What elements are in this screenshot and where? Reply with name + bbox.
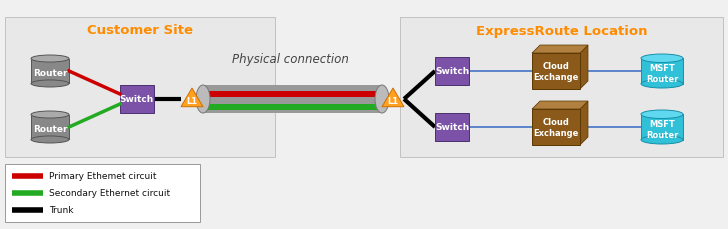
Ellipse shape [31, 112, 69, 119]
Bar [31, 59, 69, 84]
Bar [532, 54, 580, 90]
Text: Cloud
Exchange: Cloud Exchange [534, 62, 579, 81]
Polygon shape [580, 46, 588, 90]
Text: Secondary Ethernet circuit: Secondary Ethernet circuit [49, 189, 170, 198]
Text: Cloud
Exchange: Cloud Exchange [534, 118, 579, 137]
Polygon shape [532, 46, 588, 54]
Bar [203, 105, 382, 111]
Bar [5, 18, 275, 157]
Polygon shape [382, 89, 404, 107]
Bar [120, 86, 154, 114]
Bar [435, 114, 469, 141]
Ellipse shape [641, 55, 683, 63]
Text: Router: Router [33, 69, 67, 78]
Ellipse shape [31, 81, 69, 88]
Text: Trunk: Trunk [49, 206, 74, 215]
Text: MSFT
Router: MSFT Router [646, 64, 678, 83]
Bar [31, 115, 69, 140]
Text: MSFT
Router: MSFT Router [646, 120, 678, 139]
Text: Switch: Switch [120, 95, 154, 104]
Bar [203, 92, 382, 98]
Text: Physical connection: Physical connection [232, 53, 349, 66]
Text: Primary Ethemet circuit: Primary Ethemet circuit [49, 172, 157, 181]
Ellipse shape [641, 80, 683, 89]
Bar [203, 86, 382, 114]
Bar [641, 59, 683, 84]
Bar [641, 115, 683, 140]
Text: L1: L1 [387, 96, 398, 105]
Ellipse shape [641, 136, 683, 144]
Ellipse shape [196, 86, 210, 114]
Ellipse shape [641, 111, 683, 119]
Bar [435, 58, 469, 86]
Ellipse shape [31, 136, 69, 143]
Text: Switch: Switch [435, 123, 469, 132]
Bar [532, 109, 580, 145]
Bar [400, 18, 723, 157]
Bar [5, 164, 200, 222]
Text: Router: Router [33, 125, 67, 134]
Text: Switch: Switch [435, 67, 469, 76]
Polygon shape [532, 101, 588, 109]
Ellipse shape [31, 56, 69, 63]
Text: Customer Site: Customer Site [87, 25, 193, 37]
Text: ExpressRoute Location: ExpressRoute Location [476, 25, 647, 37]
Text: L1: L1 [186, 96, 197, 105]
Ellipse shape [375, 86, 389, 114]
Polygon shape [580, 101, 588, 145]
Polygon shape [181, 89, 203, 107]
